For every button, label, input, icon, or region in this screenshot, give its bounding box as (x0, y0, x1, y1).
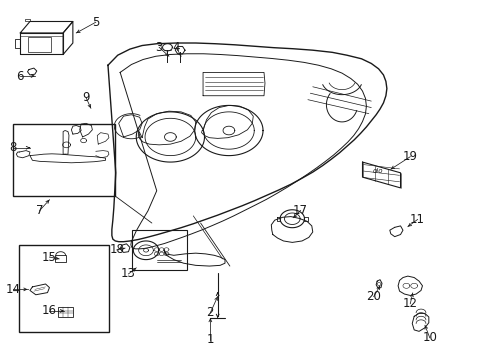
Text: 6: 6 (17, 69, 24, 82)
Text: 9: 9 (82, 91, 90, 104)
Text: 3: 3 (155, 41, 163, 54)
Text: 20: 20 (366, 290, 380, 303)
Bar (27, 37, 51, 51)
Text: 18: 18 (109, 243, 124, 256)
Text: 2: 2 (206, 306, 214, 319)
Text: 4: 4 (172, 41, 180, 54)
Text: 1: 1 (206, 333, 214, 346)
Bar (13, 125, 115, 196)
Text: 5: 5 (92, 16, 99, 29)
Bar (132, 230, 186, 270)
Text: 11: 11 (409, 213, 424, 226)
Bar (19, 244, 109, 332)
Text: 12: 12 (402, 297, 417, 310)
Bar (55, 255, 66, 262)
Text: 13: 13 (121, 267, 136, 280)
Text: 19: 19 (402, 150, 417, 163)
Text: 10: 10 (422, 331, 436, 344)
Bar (58, 307, 73, 317)
Text: 17: 17 (292, 204, 307, 217)
Text: 8: 8 (9, 141, 17, 154)
Text: 15: 15 (42, 251, 57, 264)
Text: olo: olo (371, 168, 382, 174)
Text: 16: 16 (42, 305, 57, 318)
Text: 14: 14 (5, 283, 20, 296)
Text: 7: 7 (36, 204, 43, 217)
